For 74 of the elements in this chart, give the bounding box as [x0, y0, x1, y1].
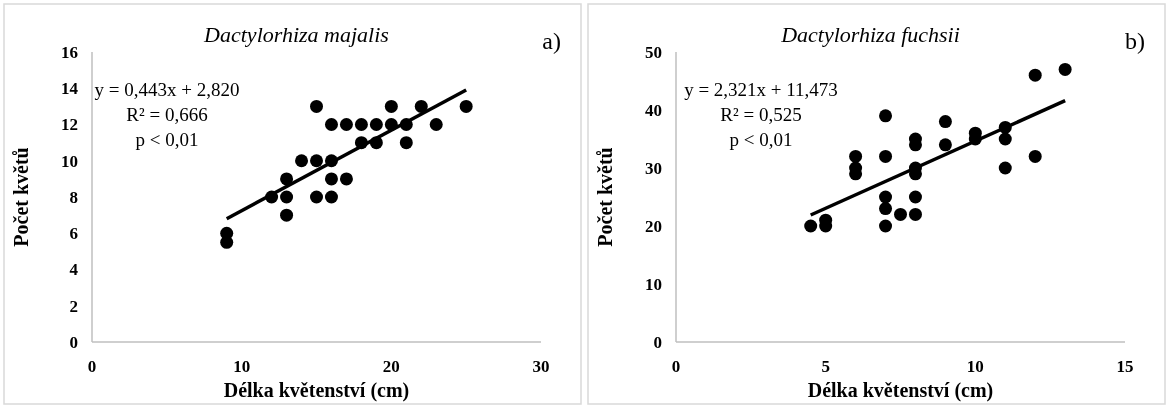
y-axis-title: Počet květů — [10, 147, 32, 247]
x-tick-label: 0 — [87, 357, 97, 376]
point — [879, 202, 893, 216]
point — [879, 190, 893, 204]
y-tick-label: 10 — [645, 274, 662, 294]
x-tick-label: 10 — [233, 357, 251, 376]
y-tick-label: 50 — [645, 42, 662, 62]
point — [220, 235, 234, 249]
point — [295, 154, 309, 168]
x-tick-label: 5 — [821, 357, 830, 376]
annotation: p < 0,01 — [729, 129, 793, 150]
y-tick-label: 10 — [61, 151, 78, 171]
y-tick-label: 16 — [61, 42, 78, 62]
x-tick-label: 10 — [966, 357, 984, 376]
annotation: y = 2,321x + 11,473 — [684, 79, 838, 100]
annotation: R² = 0,666 — [126, 104, 208, 125]
point — [399, 136, 413, 150]
point — [459, 99, 473, 113]
point — [879, 109, 893, 123]
y-tick-label: 0 — [69, 332, 78, 352]
x-tick-label: 30 — [532, 357, 550, 376]
y-tick-label: 0 — [653, 332, 662, 352]
point — [1028, 149, 1042, 163]
point — [324, 190, 338, 204]
x-axis-title: Délka květenství (cm) — [223, 379, 410, 402]
point — [339, 172, 353, 186]
point — [1058, 62, 1072, 76]
y-tick-label: 14 — [61, 79, 79, 99]
annotation: p < 0,01 — [135, 129, 199, 150]
point — [280, 208, 294, 222]
annotation: b) — [1125, 28, 1145, 54]
y-tick-label: 40 — [645, 100, 662, 120]
point — [310, 99, 323, 113]
y-tick-label: 4 — [69, 260, 79, 280]
point — [369, 118, 383, 131]
point — [1028, 68, 1042, 82]
annotation: y = 0,443x + 2,820 — [94, 79, 240, 100]
point — [908, 190, 922, 204]
y-axis-title: Počet květů — [594, 147, 616, 247]
y-tick-label: 12 — [61, 115, 78, 135]
text: a) — [542, 28, 561, 54]
point — [354, 118, 368, 131]
point — [324, 118, 338, 131]
x-tick-label: 15 — [1116, 357, 1134, 376]
point — [998, 161, 1012, 175]
x-axis-title: Délka květenství (cm) — [807, 379, 994, 402]
y-tick-label: 2 — [69, 296, 78, 316]
point — [384, 99, 398, 113]
y-tick-label: 8 — [69, 187, 78, 207]
point — [429, 118, 443, 131]
point — [998, 132, 1012, 146]
point — [310, 190, 323, 204]
point — [908, 207, 922, 221]
chart-title: Dactylorhiza fuchsii — [780, 22, 960, 47]
point — [938, 138, 952, 152]
annotation: R² = 0,525 — [720, 104, 802, 125]
point — [414, 99, 428, 113]
y-tick-label: 6 — [69, 224, 78, 244]
x-tick-label: 0 — [671, 357, 681, 376]
y-tick-label: 20 — [645, 216, 662, 236]
point — [879, 219, 893, 233]
point — [879, 149, 893, 163]
point — [894, 207, 907, 221]
y-tick-label: 30 — [645, 158, 662, 178]
x-tick-label: 20 — [382, 357, 400, 376]
point — [849, 149, 863, 163]
point — [310, 154, 323, 168]
point — [324, 172, 338, 186]
point — [804, 219, 818, 233]
point — [280, 190, 294, 204]
chart-title: Dactylorhiza majalis — [203, 22, 389, 47]
point — [339, 118, 353, 131]
point — [938, 115, 952, 129]
point — [280, 172, 294, 186]
